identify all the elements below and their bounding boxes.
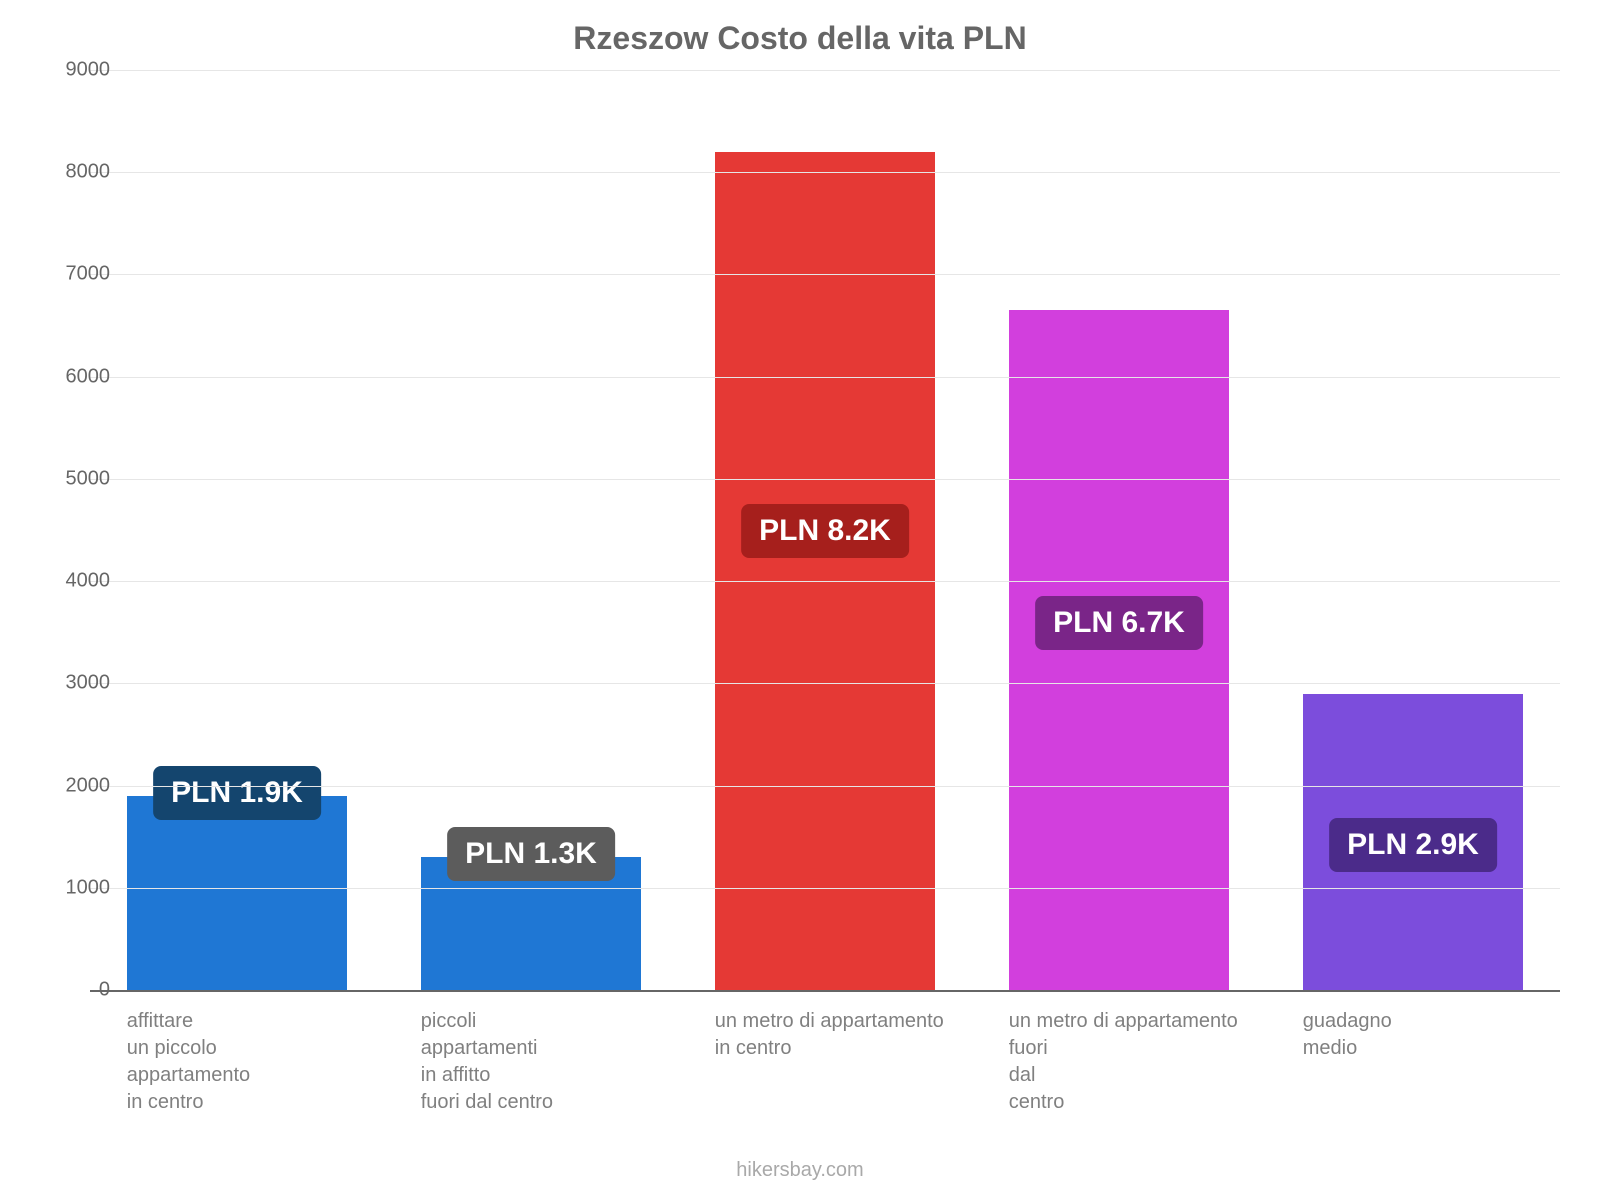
gridline <box>90 70 1560 71</box>
y-tick-label: 6000 <box>30 365 110 388</box>
y-tick-label: 5000 <box>30 467 110 490</box>
gridline <box>90 683 1560 684</box>
y-tick-label: 8000 <box>30 161 110 184</box>
y-tick-label: 2000 <box>30 774 110 797</box>
gridline <box>90 581 1560 582</box>
value-badge: PLN 8.2K <box>741 504 909 558</box>
chart-title: Rzeszow Costo della vita PLN <box>0 20 1600 57</box>
x-category-label: affittare un piccolo appartamento in cen… <box>127 1008 388 1116</box>
plot-area: PLN 1.9K PLN 1.3K PLN 8.2K PLN 6.7K PLN 2.9K <box>90 70 1560 990</box>
y-tick-label: 7000 <box>30 263 110 286</box>
value-badge: PLN 2.9K <box>1329 818 1497 872</box>
gridline <box>90 274 1560 275</box>
bar <box>127 796 348 990</box>
y-tick-label: 0 <box>30 979 110 1002</box>
bars-layer: PLN 1.9K PLN 1.3K PLN 8.2K PLN 6.7K PLN 2.9K <box>90 70 1560 990</box>
gridline <box>90 888 1560 889</box>
gridline <box>90 990 1560 992</box>
x-category-label: piccoli appartamenti in affitto fuori da… <box>421 1008 682 1116</box>
attribution: hikersbay.com <box>0 1159 1600 1182</box>
x-category-label: un metro di appartamento fuori dal centr… <box>1009 1008 1270 1116</box>
y-tick-label: 3000 <box>30 672 110 695</box>
y-tick-label: 9000 <box>30 59 110 82</box>
bar <box>715 152 936 990</box>
value-badge: PLN 1.9K <box>153 766 321 820</box>
y-tick-label: 4000 <box>30 570 110 593</box>
x-category-label: un metro di appartamento in centro <box>715 1008 976 1062</box>
y-tick-label: 1000 <box>30 876 110 899</box>
gridline <box>90 479 1560 480</box>
value-badge: PLN 6.7K <box>1035 596 1203 650</box>
gridline <box>90 377 1560 378</box>
gridline <box>90 786 1560 787</box>
chart-container: Rzeszow Costo della vita PLN PLN 1.9KPLN… <box>0 0 1600 1200</box>
value-badge: PLN 1.3K <box>447 827 615 881</box>
gridline <box>90 172 1560 173</box>
x-category-label: guadagno medio <box>1303 1008 1564 1062</box>
